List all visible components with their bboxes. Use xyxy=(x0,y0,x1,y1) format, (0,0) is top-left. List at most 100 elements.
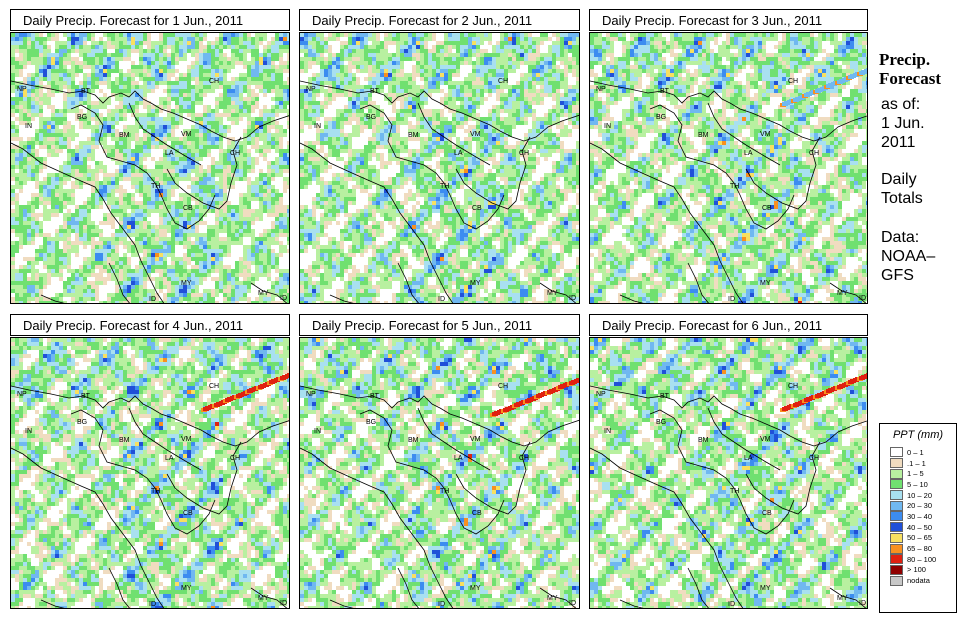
panel-title-6: Daily Precip. Forecast for 6 Jun., 2011 xyxy=(589,314,868,336)
country-label: IN xyxy=(604,123,611,130)
country-label: BM xyxy=(408,437,419,444)
coastline xyxy=(300,142,454,303)
country-label: CH xyxy=(498,383,508,390)
legend-entry: 0 – 1 xyxy=(890,447,956,458)
country-label: BG xyxy=(366,419,376,426)
legend-label: 80 – 100 xyxy=(907,555,936,564)
country-label: BM xyxy=(698,437,709,444)
panel-title-2: Daily Precip. Forecast for 2 Jun., 2011 xyxy=(299,9,580,31)
panel-title-5: Daily Precip. Forecast for 5 Jun., 2011 xyxy=(299,314,580,336)
country-label: CH xyxy=(809,455,819,462)
country-label: NP xyxy=(596,86,606,93)
coastline xyxy=(11,80,289,142)
country-label: BT xyxy=(81,393,91,400)
country-label: MY xyxy=(547,595,558,602)
legend-entry: > 100 xyxy=(890,564,956,576)
map-svg: NP BT BG IN CH BM VM LA CH TH CB MY MY ID ID xyxy=(590,33,867,303)
coastline xyxy=(745,136,821,210)
country-label: MY xyxy=(470,585,481,592)
country-label: MY xyxy=(181,585,192,592)
country-label: CH xyxy=(230,455,240,462)
legend-swatch xyxy=(890,554,903,565)
coastline xyxy=(166,136,242,210)
country-label: VM xyxy=(760,131,771,138)
legend-label: 50 – 65 xyxy=(907,533,932,542)
coastline xyxy=(166,441,242,515)
country-border xyxy=(329,262,577,303)
legend-label: 65 – 80 xyxy=(907,544,932,553)
legend-title: PPT (mm) xyxy=(880,429,956,441)
legend-label: .1 – 1 xyxy=(907,459,926,468)
country-label: LA xyxy=(744,455,753,462)
country-label: MY xyxy=(470,280,481,287)
country-label: TH xyxy=(151,488,160,495)
coastline xyxy=(590,80,867,142)
asof-date: 1 Jun. xyxy=(881,114,925,133)
country-label: CH xyxy=(809,150,819,157)
country-border xyxy=(329,567,577,608)
coastline xyxy=(300,447,454,608)
country-label: TH xyxy=(730,183,739,190)
country-border xyxy=(649,104,795,230)
country-label: MY xyxy=(258,290,269,297)
country-label: IN xyxy=(25,123,32,130)
country-border xyxy=(707,102,781,166)
precip-grid xyxy=(11,338,289,608)
legend-swatch xyxy=(890,490,903,501)
country-label: IN xyxy=(314,123,321,130)
legend-label: 0 – 1 xyxy=(907,448,924,457)
country-border xyxy=(417,407,491,471)
country-label: CB xyxy=(762,510,772,517)
country-label: IN xyxy=(314,428,321,435)
legend-swatch xyxy=(890,564,903,575)
country-label: CB xyxy=(183,205,193,212)
country-label: ID xyxy=(728,601,735,608)
precip-grid xyxy=(11,33,289,303)
coastline xyxy=(11,385,289,447)
legend-label: > 100 xyxy=(907,565,926,574)
country-border xyxy=(40,262,288,303)
coastline xyxy=(300,385,579,447)
precip-grid xyxy=(590,338,867,608)
country-label: CH xyxy=(209,383,219,390)
country-label: CB xyxy=(762,205,772,212)
map-svg: NP BT BG IN CH BM VM LA CH TH CB MY MY ID ID xyxy=(11,338,289,608)
country-label: BG xyxy=(77,114,87,121)
country-label: VM xyxy=(181,436,192,443)
country-label: MY xyxy=(547,290,558,297)
precip-map-5: NP BT BG IN CH BM VM LA CH TH CB MY MY ID ID xyxy=(299,337,580,609)
country-label: BT xyxy=(81,88,91,95)
country-label: CH xyxy=(230,150,240,157)
precip-grid xyxy=(300,338,579,608)
legend-swatch xyxy=(890,543,903,554)
coastline xyxy=(455,136,531,210)
legend-swatch xyxy=(890,500,903,511)
legend-entry: 5 – 10 xyxy=(890,479,956,490)
legend-entry: .1 – 1 xyxy=(890,458,956,469)
country-label: ID xyxy=(569,295,576,302)
country-label: MY xyxy=(181,280,192,287)
country-border xyxy=(359,409,505,535)
map-svg: NP BT BG IN CH BM VM LA CH TH CB MY MY ID ID xyxy=(300,338,579,608)
legend-label: 5 – 10 xyxy=(907,480,928,489)
country-label: CH xyxy=(519,150,529,157)
country-label: LA xyxy=(165,455,174,462)
country-label: VM xyxy=(181,131,192,138)
country-label: ID xyxy=(438,296,445,303)
legend-entry: 65 – 80 xyxy=(890,543,956,554)
coastline xyxy=(11,142,165,303)
country-label: NP xyxy=(17,86,27,93)
legend-entry: 10 – 20 xyxy=(890,490,956,501)
legend-label: 30 – 40 xyxy=(907,512,932,521)
country-label: VM xyxy=(760,436,771,443)
country-label: NP xyxy=(306,86,316,93)
country-label: LA xyxy=(454,150,463,157)
country-label: CB xyxy=(472,510,482,517)
country-label: VM xyxy=(470,436,481,443)
country-label: CB xyxy=(472,205,482,212)
country-label: ID xyxy=(728,296,735,303)
country-label: LA xyxy=(744,150,753,157)
coastline xyxy=(590,142,744,303)
precip-grid xyxy=(300,33,579,303)
